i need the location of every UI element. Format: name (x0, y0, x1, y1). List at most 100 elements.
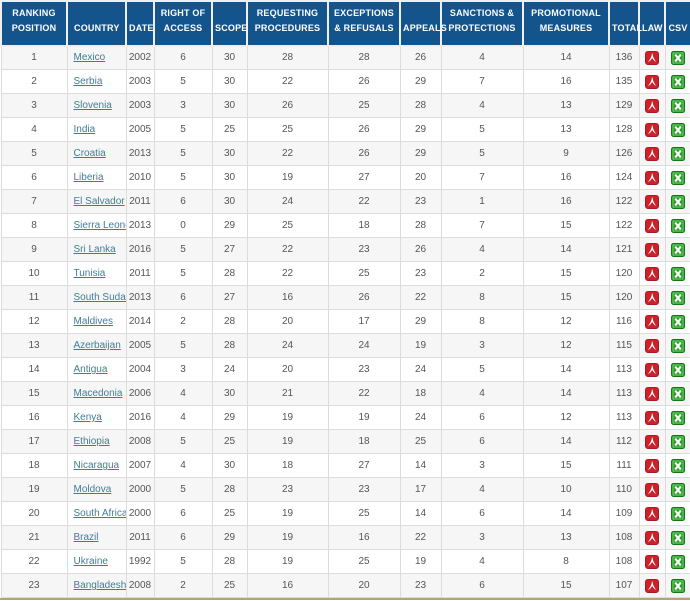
country-link[interactable]: Slovenia (73, 100, 112, 112)
excel-icon[interactable] (671, 194, 685, 209)
excel-icon[interactable] (671, 530, 685, 545)
country-link[interactable]: Bangladesh (73, 580, 126, 592)
pdf-icon[interactable] (645, 266, 659, 281)
excel-icon[interactable] (671, 386, 685, 401)
pdf-icon[interactable] (645, 530, 659, 545)
excel-icon[interactable] (671, 338, 685, 353)
excel-icon[interactable] (671, 170, 685, 185)
country-link[interactable]: South Sudan (73, 292, 126, 304)
excel-icon[interactable] (671, 554, 685, 569)
country-link[interactable]: India (73, 124, 96, 136)
pdf-icon[interactable] (645, 482, 659, 497)
rank-cell: 13 (1, 333, 68, 359)
country-cell: Macedonia (67, 381, 127, 407)
table-row: 19 Moldova 2000 5 28 23 23 17 4 10 110 (1, 477, 690, 503)
excel-icon[interactable] (671, 146, 685, 161)
excel-icon[interactable] (671, 74, 685, 89)
pdf-icon[interactable] (645, 218, 659, 233)
country-link[interactable]: Mexico (73, 52, 106, 64)
sanctions-protections-cell: 5 (441, 117, 524, 143)
excel-icon[interactable] (671, 314, 685, 329)
excel-icon[interactable] (671, 50, 685, 65)
pdf-icon[interactable] (645, 362, 659, 377)
date-cell: 2014 (126, 309, 155, 335)
pdf-icon[interactable] (645, 170, 659, 185)
scope-cell: 28 (212, 333, 248, 359)
country-link[interactable]: Antigua (73, 364, 108, 376)
country-link[interactable]: Tunisia (73, 268, 106, 280)
country-link[interactable]: El Salvador (73, 196, 125, 208)
pdf-icon[interactable] (645, 122, 659, 137)
exceptions-refusals-cell: 16 (328, 525, 401, 551)
sanctions-protections-cell: 5 (441, 141, 524, 167)
rank-cell: 18 (1, 453, 68, 479)
pdf-icon[interactable] (645, 338, 659, 353)
pdf-icon[interactable] (645, 314, 659, 329)
pdf-icon[interactable] (645, 506, 659, 521)
excel-icon[interactable] (671, 266, 685, 281)
excel-icon[interactable] (671, 218, 685, 233)
right-of-access-cell: 6 (154, 45, 213, 71)
pdf-icon[interactable] (645, 290, 659, 305)
right-of-access-cell: 5 (154, 333, 213, 359)
excel-icon[interactable] (671, 482, 685, 497)
country-link[interactable]: Nicaragua (73, 460, 120, 472)
excel-icon[interactable] (671, 362, 685, 377)
excel-icon[interactable] (671, 98, 685, 113)
appeals-cell: 29 (400, 309, 442, 335)
pdf-icon[interactable] (645, 194, 659, 209)
pdf-icon[interactable] (645, 410, 659, 425)
excel-icon[interactable] (671, 578, 685, 593)
country-link[interactable]: Sierra Leone (73, 220, 126, 232)
country-link[interactable]: South Africa (73, 508, 126, 520)
country-link[interactable]: Maldives (73, 316, 113, 328)
pdf-icon[interactable] (645, 74, 659, 89)
pdf-icon[interactable] (645, 578, 659, 593)
excel-icon[interactable] (671, 458, 685, 473)
pdf-icon[interactable] (645, 458, 659, 473)
sanctions-protections-cell: 2 (441, 261, 524, 287)
country-cell: Liberia (67, 165, 127, 191)
country-cell: Kenya (67, 405, 127, 431)
country-link[interactable]: Serbia (73, 76, 103, 88)
excel-icon[interactable] (671, 410, 685, 425)
excel-icon[interactable] (671, 434, 685, 449)
table-row: 11 South Sudan 2013 6 27 16 26 22 8 15 120 (1, 285, 690, 311)
pdf-icon[interactable] (645, 242, 659, 257)
country-link[interactable]: Sri Lanka (73, 244, 116, 256)
excel-icon[interactable] (671, 290, 685, 305)
country-link[interactable]: Kenya (73, 412, 102, 424)
country-link[interactable]: Croatia (73, 148, 106, 160)
country-cell: India (67, 117, 127, 143)
pdf-icon[interactable] (645, 98, 659, 113)
excel-icon[interactable] (671, 122, 685, 137)
exceptions-refusals-cell: 18 (328, 213, 401, 239)
country-link[interactable]: Macedonia (73, 388, 123, 400)
right-of-access-cell: 5 (154, 165, 213, 191)
pdf-icon[interactable] (645, 554, 659, 569)
rank-cell: 12 (1, 309, 68, 335)
country-link[interactable]: Brazil (73, 532, 99, 544)
excel-icon[interactable] (671, 242, 685, 257)
pdf-icon[interactable] (645, 146, 659, 161)
appeals-cell: 22 (400, 285, 442, 311)
appeals-cell: 20 (400, 165, 442, 191)
col-exceptions-refusals: EXCEPTIONS & REFUSALS (327, 0, 401, 47)
country-link[interactable]: Ethiopia (73, 436, 110, 448)
pdf-icon[interactable] (645, 386, 659, 401)
excel-icon[interactable] (671, 506, 685, 521)
date-cell: 2016 (126, 237, 155, 263)
pdf-icon[interactable] (645, 434, 659, 449)
country-link[interactable]: Azerbaijan (73, 340, 121, 352)
right-of-access-cell: 4 (154, 381, 213, 407)
requesting-procedures-cell: 21 (247, 381, 329, 407)
sanctions-protections-cell: 4 (441, 237, 524, 263)
scope-cell: 30 (212, 69, 248, 95)
exceptions-refusals-cell: 23 (328, 477, 401, 503)
country-link[interactable]: Moldova (73, 484, 112, 496)
country-link[interactable]: Ukraine (73, 556, 108, 568)
right-of-access-cell: 6 (154, 189, 213, 215)
pdf-icon[interactable] (645, 50, 659, 65)
country-link[interactable]: Liberia (73, 172, 104, 184)
country-cell: Antigua (67, 357, 127, 383)
